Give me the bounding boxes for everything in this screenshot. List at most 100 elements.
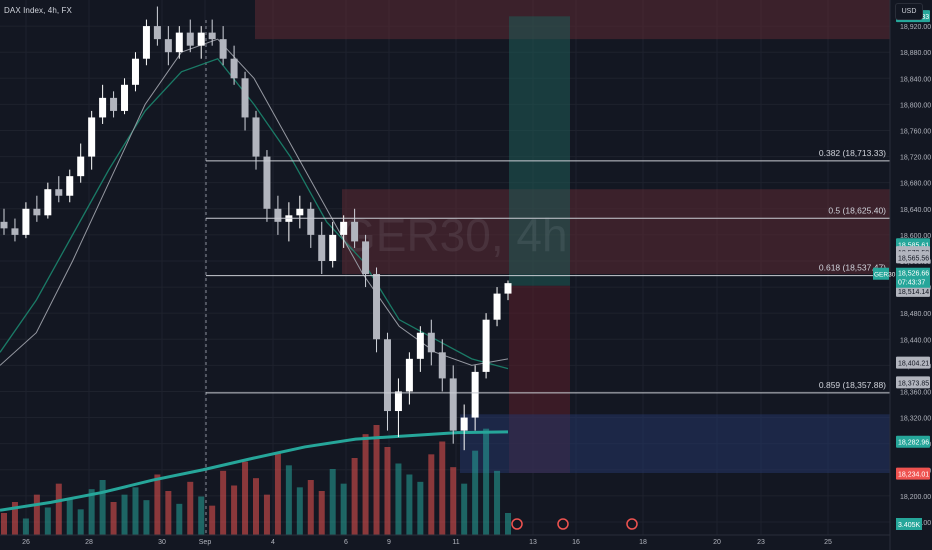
price-label-box bbox=[896, 435, 930, 448]
candle-body bbox=[131, 58, 139, 85]
volume-bar bbox=[351, 458, 358, 535]
volume-bar bbox=[296, 487, 303, 535]
volume-bar bbox=[77, 509, 84, 535]
price-label-text: 18,585.61 bbox=[898, 242, 929, 249]
candle-body bbox=[0, 221, 8, 229]
price-label-box bbox=[896, 284, 930, 297]
price-label-box bbox=[896, 251, 930, 264]
volume-bar bbox=[187, 481, 194, 535]
volume-bar bbox=[11, 502, 18, 535]
volume-bar bbox=[450, 467, 457, 535]
candle-body bbox=[427, 332, 435, 353]
volume-bar bbox=[483, 428, 490, 535]
candle-body bbox=[296, 208, 304, 216]
volume-bar bbox=[1, 513, 7, 535]
ma-long-line bbox=[0, 430, 509, 512]
zone-demand bbox=[460, 414, 890, 474]
zone-target bbox=[509, 16, 570, 286]
time-tick-label: 20 bbox=[713, 539, 721, 546]
live-price-box bbox=[896, 267, 930, 288]
candle-body bbox=[252, 117, 260, 157]
price-tick-label: 18,200.00 bbox=[900, 494, 931, 501]
volume-bar bbox=[274, 452, 281, 535]
candle-body bbox=[197, 32, 205, 46]
price-tick-label: 18,760.00 bbox=[900, 128, 931, 135]
time-tick-label: 28 bbox=[85, 539, 93, 546]
volume-bar bbox=[395, 463, 402, 535]
volume-bar bbox=[55, 483, 62, 535]
price-tick-label: 18,320.00 bbox=[900, 416, 931, 423]
candle-body bbox=[186, 32, 194, 46]
fib-level-label: 0.859 (18,357.88) bbox=[819, 380, 886, 390]
volume-bar bbox=[88, 489, 95, 535]
candle-body bbox=[11, 228, 19, 235]
live-symbol-text: GER30 bbox=[874, 272, 896, 279]
price-tick-label: 18,680.00 bbox=[900, 181, 931, 188]
zone-supply-mid bbox=[342, 189, 890, 275]
time-tick-label: 6 bbox=[344, 539, 348, 546]
candle-body bbox=[362, 241, 370, 275]
candle-body bbox=[329, 234, 337, 261]
candle-body bbox=[121, 84, 129, 111]
volume-bar bbox=[461, 483, 468, 535]
candle-body bbox=[55, 189, 63, 196]
candle-body bbox=[208, 32, 216, 40]
volume-bar bbox=[132, 487, 139, 535]
price-tick-label: 18,840.00 bbox=[900, 76, 931, 83]
price-tick-label: 18,880.00 bbox=[900, 50, 931, 57]
candle-body bbox=[471, 371, 479, 418]
time-tick-label: 9 bbox=[387, 539, 391, 546]
candle-body bbox=[241, 78, 249, 118]
event-marker-icon bbox=[557, 518, 569, 530]
currency-button[interactable]: USD bbox=[895, 3, 923, 20]
volume-label-box bbox=[896, 518, 922, 530]
volume-bar bbox=[176, 503, 183, 535]
candle-body bbox=[230, 58, 238, 79]
volume-bar bbox=[143, 500, 150, 535]
candle-body bbox=[110, 97, 118, 111]
price-tick-label: 18,360.00 bbox=[900, 389, 931, 396]
candle-body bbox=[438, 352, 446, 379]
candle-body bbox=[33, 208, 41, 216]
fib-level-label: 0.618 (18,537.47) bbox=[819, 263, 886, 273]
candle-body bbox=[99, 97, 107, 118]
candle-body bbox=[164, 39, 172, 53]
price-tick-label: 18,720.00 bbox=[900, 155, 931, 162]
zone-supply-upper bbox=[255, 0, 890, 40]
volume-bar bbox=[231, 485, 238, 535]
volume-bar bbox=[263, 494, 270, 535]
volume-bar bbox=[165, 491, 172, 535]
time-tick-label: 26 bbox=[22, 539, 30, 546]
candle-body bbox=[66, 176, 74, 196]
candle-body bbox=[175, 32, 183, 53]
volume-bar bbox=[428, 454, 435, 535]
price-tick-label: 18,640.00 bbox=[900, 207, 931, 214]
price-label-text: 18,373.85 bbox=[898, 380, 929, 387]
time-tick-label: 25 bbox=[824, 539, 832, 546]
volume-bar bbox=[362, 434, 369, 535]
candle-body bbox=[351, 221, 359, 242]
time-tick-label: 23 bbox=[757, 539, 765, 546]
volume-bar bbox=[472, 450, 479, 535]
price-label-text: 18,234.01 bbox=[898, 472, 929, 479]
volume-bar bbox=[99, 480, 106, 535]
price-label-text: 18,514.14 bbox=[898, 289, 929, 296]
volume-bar bbox=[318, 491, 325, 535]
volume-bar bbox=[373, 425, 380, 535]
volume-bar bbox=[406, 474, 413, 535]
candle-body bbox=[460, 417, 468, 431]
volume-bar bbox=[33, 494, 40, 535]
symbol-watermark: GER30, 4h bbox=[340, 209, 568, 261]
volume-bar bbox=[307, 480, 314, 535]
candle-body bbox=[22, 208, 30, 235]
candle-body bbox=[318, 234, 326, 261]
candle-body bbox=[373, 274, 381, 340]
volume-bar bbox=[505, 513, 511, 535]
volume-bar bbox=[110, 502, 117, 535]
volume-label-text: 3.405K bbox=[898, 522, 921, 529]
volume-bar bbox=[242, 461, 249, 535]
volume-bar bbox=[22, 518, 29, 535]
price-label-text: 18,404.21 bbox=[898, 361, 929, 368]
